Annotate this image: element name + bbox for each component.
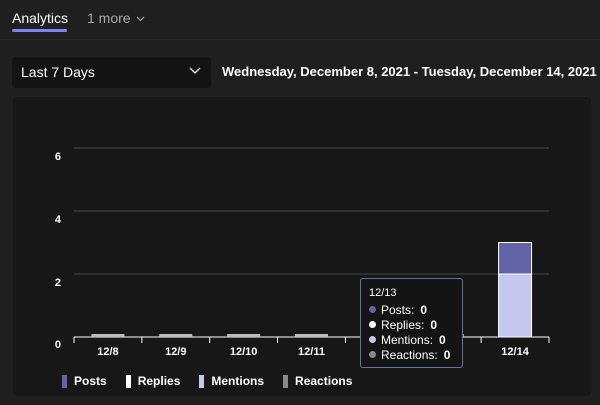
legend-label: Replies — [137, 374, 181, 388]
x-tick-label: 12/14 — [501, 346, 529, 358]
tooltip-label: Replies: — [381, 317, 425, 332]
mentions-dot-icon — [369, 336, 376, 343]
y-tick-label: 6 — [55, 151, 61, 163]
y-tick-label: 2 — [55, 277, 61, 289]
tooltip-row-mentions: Mentions: 0 — [369, 332, 462, 347]
chevron-down-icon — [189, 67, 201, 74]
reactions-swatch-icon — [283, 374, 289, 388]
bar-empty — [227, 334, 261, 337]
chart-tooltip: 12/13 Posts: 0 Replies: 0 Mentions: 0 Re… — [360, 278, 463, 368]
legend-label: Reactions — [295, 374, 353, 388]
bar-segment-mentions — [498, 273, 533, 338]
posts-swatch-icon — [62, 374, 67, 388]
tab-analytics[interactable]: Analytics — [12, 10, 69, 26]
chevron-down-icon — [136, 16, 145, 21]
legend-label: Mentions — [211, 374, 265, 388]
x-tick-label: 12/8 — [97, 346, 118, 358]
tooltip-value: 0 — [439, 332, 446, 347]
legend-item-reactions[interactable]: Reactions — [283, 374, 352, 388]
bar-segment-posts — [498, 242, 533, 275]
replies-swatch-icon — [125, 374, 131, 388]
tab-bar: Analytics 1 more — [0, 0, 600, 40]
tab-more[interactable]: 1 more — [87, 10, 145, 26]
mentions-swatch-icon — [199, 374, 205, 388]
tooltip-row-reactions: Reactions: 0 — [369, 347, 462, 362]
tooltip-value: 0 — [420, 302, 428, 317]
tooltip-value: 0 — [430, 317, 438, 332]
bar-empty — [159, 334, 193, 337]
active-tab-indicator — [12, 29, 67, 32]
tooltip-label: Posts: — [381, 302, 415, 317]
tooltip-label: Mentions: — [381, 332, 434, 347]
tooltip-value: 0 — [443, 347, 451, 362]
bar-empty — [295, 334, 328, 337]
posts-dot-icon — [369, 306, 376, 313]
reactions-dot-icon — [369, 351, 376, 358]
tab-more-label: 1 more — [87, 10, 131, 26]
legend-item-replies[interactable]: Replies — [125, 374, 181, 388]
legend-label: Posts — [74, 374, 107, 388]
legend-item-mentions[interactable]: Mentions — [199, 374, 264, 388]
x-tick-label: 12/10 — [230, 346, 258, 358]
y-tick-label: 0 — [55, 339, 61, 351]
replies-dot-icon — [369, 321, 376, 328]
x-tick-label: 12/11 — [298, 346, 325, 358]
bar-empty — [91, 334, 125, 337]
tooltip-label: Reactions: — [381, 347, 438, 362]
chart-legend: Posts Replies Mentions Reactions — [62, 374, 371, 388]
y-tick-label: 4 — [55, 214, 62, 226]
date-range-dropdown[interactable]: Last 7 Days — [12, 57, 211, 88]
tooltip-title: 12/13 — [369, 287, 397, 299]
date-range-text: Wednesday, December 8, 2021 - Tuesday, D… — [222, 64, 597, 79]
x-tick-label: 12/9 — [165, 346, 186, 358]
legend-item-posts[interactable]: Posts — [62, 374, 107, 388]
tooltip-row-posts: Posts: 0 — [369, 302, 462, 317]
date-range-dropdown-value: Last 7 Days — [21, 64, 95, 80]
tooltip-row-replies: Replies: 0 — [369, 317, 462, 332]
